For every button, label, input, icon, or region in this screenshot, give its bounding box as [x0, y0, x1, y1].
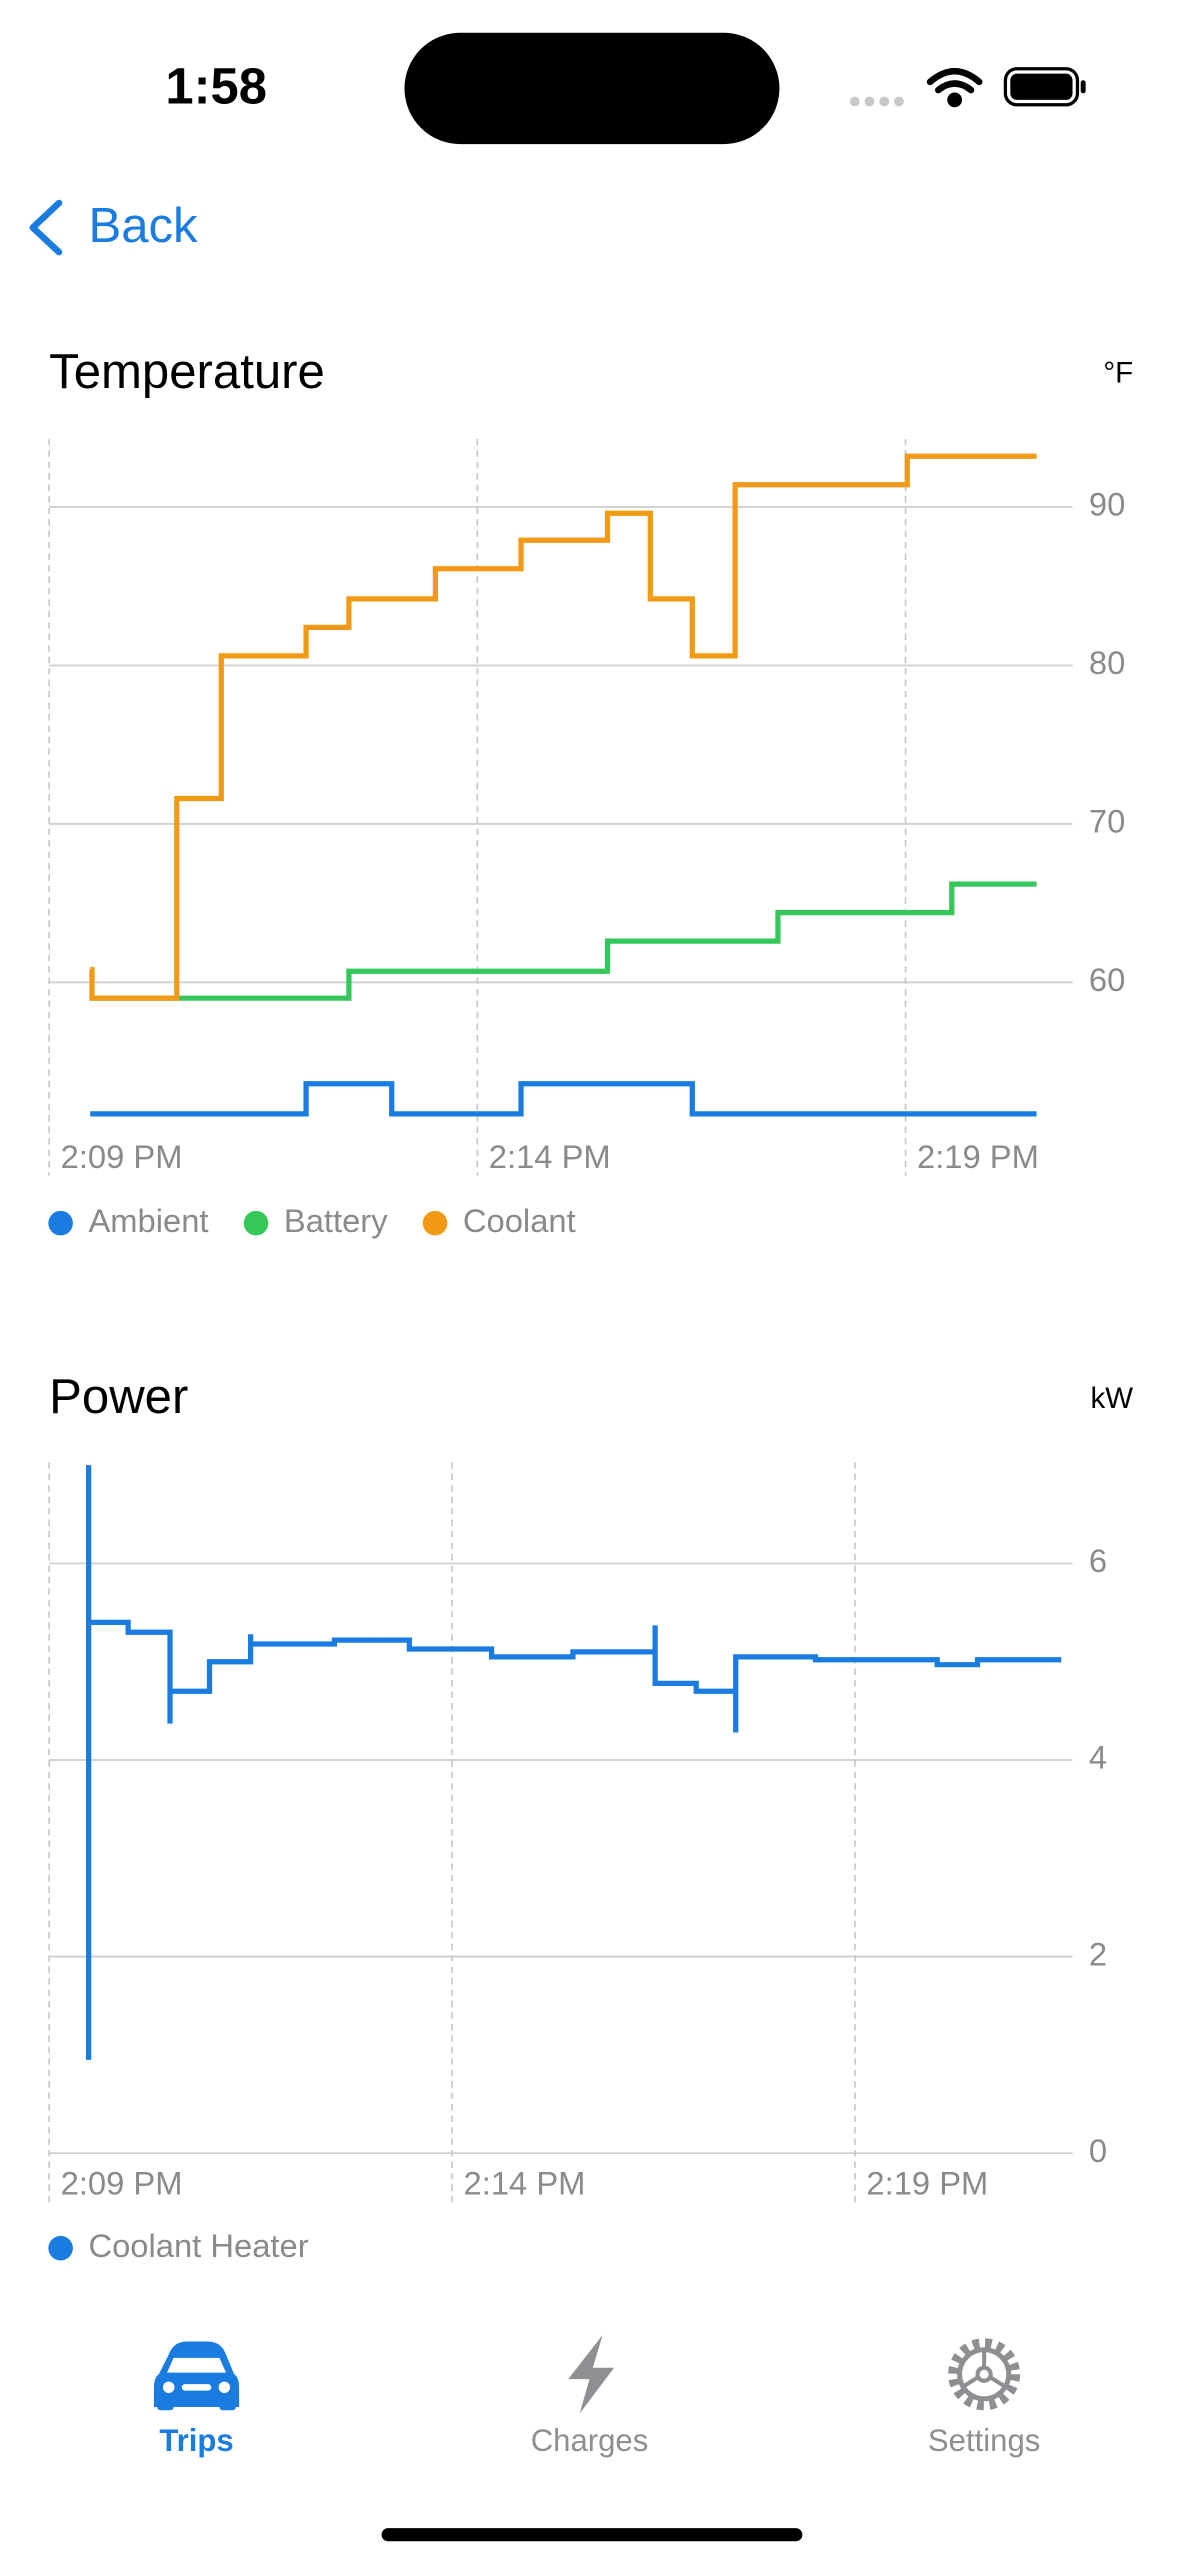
y-tick-label: 4 — [1089, 1739, 1107, 1776]
car-icon[interactable] — [153, 2341, 240, 2411]
legend-label: Coolant Heater — [88, 2227, 308, 2264]
y-tick-label: 90 — [1089, 486, 1125, 523]
bolt-icon[interactable] — [568, 2334, 615, 2414]
legend-item: Coolant — [422, 1202, 576, 1239]
legend-swatch — [48, 1210, 73, 1236]
back-label[interactable]: Back — [88, 199, 198, 253]
series-line — [89, 453, 1037, 1001]
dynamic-island — [404, 32, 780, 145]
legend-label: Coolant — [463, 1202, 576, 1239]
status-time: 1:58 — [165, 57, 267, 114]
wifi-icon — [926, 67, 983, 108]
back-button[interactable]: Back — [29, 199, 198, 256]
legend-swatch — [48, 2235, 73, 2261]
tab-bar: Trips Charges Settings — [153, 2334, 1040, 2458]
legend-swatch — [243, 1210, 269, 1236]
y-tick-label: 60 — [1089, 961, 1125, 998]
series-line — [90, 881, 1037, 1001]
chart: Power kW 0 2 4 6 2:09 PM 2:14 PM 2:19 PM Coolant … — [48, 1370, 1133, 2264]
tab-label[interactable]: Trips — [159, 2423, 233, 2458]
x-tick-label: 2:14 PM — [464, 2165, 586, 2202]
x-tick-label: 2:09 PM — [61, 2165, 183, 2202]
gear-icon[interactable] — [948, 2338, 1021, 2411]
trips-tab[interactable]: Trips — [153, 2341, 240, 2458]
legend-item: Coolant Heater — [48, 2227, 309, 2264]
unit-label: kW — [1091, 1382, 1134, 1415]
y-tick-label: 6 — [1089, 1542, 1107, 1579]
x-tick-label: 2:19 PM — [917, 1138, 1039, 1175]
legend-label: Ambient — [88, 1202, 208, 1239]
tab-label[interactable]: Charges — [531, 2423, 649, 2458]
battery-icon — [1003, 67, 1086, 107]
back-chevron[interactable] — [29, 199, 63, 256]
charges-tab[interactable]: Charges — [531, 2334, 649, 2458]
unit-label: °F — [1103, 357, 1133, 390]
signal-dots — [849, 96, 904, 107]
x-tick-label: 2:14 PM — [489, 1138, 611, 1175]
settings-tab[interactable]: Settings — [928, 2338, 1040, 2458]
legend-label: Battery — [284, 1202, 388, 1239]
chart-title: Power — [49, 1370, 188, 1424]
y-tick-label: 80 — [1089, 644, 1125, 681]
chart: Temperature °F 60 70 80 90 2:09 PM 2:14 PM 2:19 … — [48, 345, 1133, 1239]
series-line — [90, 1081, 1037, 1117]
legend-item: Battery — [243, 1202, 388, 1239]
y-tick-label: 70 — [1089, 803, 1125, 840]
chart-title: Temperature — [49, 345, 325, 399]
tab-label[interactable]: Settings — [928, 2423, 1040, 2458]
x-tick-label: 2:19 PM — [866, 2165, 988, 2202]
home-indicator — [381, 2528, 803, 2542]
series-line — [86, 1465, 1062, 2060]
y-tick-label: 2 — [1089, 1935, 1107, 1972]
legend-item: Ambient — [48, 1202, 209, 1239]
y-tick-label: 0 — [1089, 2132, 1107, 2169]
legend-swatch — [422, 1210, 448, 1236]
x-tick-label: 2:09 PM — [61, 1138, 183, 1175]
